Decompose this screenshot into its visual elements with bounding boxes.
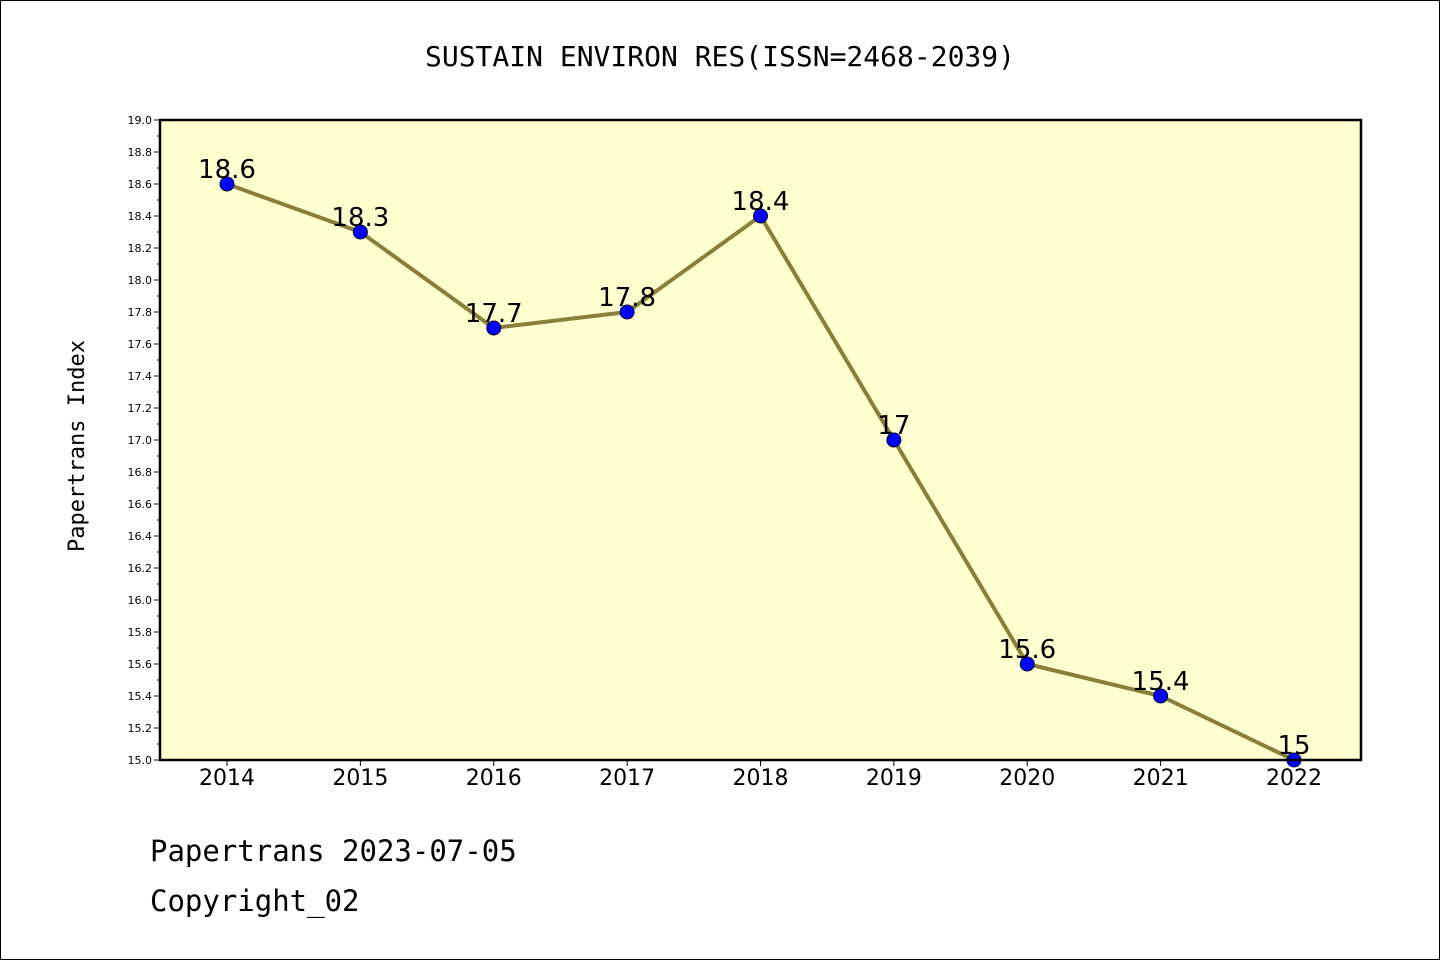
data-point <box>219 176 235 192</box>
data-point <box>886 432 902 448</box>
y-tick-label: 19.0 <box>128 114 153 127</box>
y-tick-label: 17.0 <box>128 434 153 447</box>
x-tick-label: 2021 <box>1133 766 1189 791</box>
data-point <box>753 208 768 224</box>
y-tick-label: 16.2 <box>128 562 153 575</box>
y-tick-label: 16.4 <box>128 530 153 543</box>
x-tick-label: 2016 <box>466 766 522 791</box>
data-label: 18.3 <box>331 203 389 233</box>
x-tick-label: 2018 <box>733 766 789 791</box>
data-label: 17.8 <box>598 283 656 313</box>
data-point <box>486 320 502 336</box>
data-label: 15.4 <box>1132 667 1190 697</box>
data-label: 15.6 <box>998 635 1056 665</box>
y-tick-label: 15.2 <box>128 722 153 735</box>
x-tick-label: 2022 <box>1266 766 1322 791</box>
chart-title: SUSTAIN ENVIRON RES(ISSN=2468-2039) <box>425 40 1015 73</box>
y-tick-label: 17.6 <box>128 338 153 351</box>
y-tick-label: 18.0 <box>128 274 153 287</box>
y-tick-label: 17.2 <box>128 402 153 415</box>
data-label: 17.7 <box>465 299 523 329</box>
y-tick-label: 18.8 <box>128 146 153 159</box>
y-tick-label: 16.6 <box>128 498 153 511</box>
y-tick-label: 16.8 <box>128 466 153 479</box>
data-point <box>619 304 635 320</box>
data-point <box>1019 656 1035 672</box>
data-point <box>1153 688 1169 704</box>
plot-area: 15.0 15.2 15.4 15.6 15.8 16.0 16.2 16.4 16.6 16.8… <box>128 114 1363 791</box>
y-tick-label: 17.4 <box>128 370 153 383</box>
y-tick-label: 15.4 <box>128 690 153 703</box>
y-tick-label: 18.6 <box>128 178 153 191</box>
data-label: 18.4 <box>732 187 790 217</box>
data-label: 15 <box>1277 731 1310 761</box>
x-tick-label: 2020 <box>999 766 1055 791</box>
data-point <box>352 224 368 240</box>
footer-copyright: Copyright_02 <box>150 884 360 918</box>
y-axis-label: Papertrans Index <box>65 340 90 552</box>
y-tick-label: 16.0 <box>128 594 153 607</box>
data-label: 18.6 <box>198 155 256 185</box>
x-tick-label: 2017 <box>599 766 655 791</box>
x-tick-label: 2014 <box>199 766 255 791</box>
y-tick-label: 15.6 <box>128 658 153 671</box>
x-tick-label: 2019 <box>866 766 922 791</box>
y-tick-label: 18.4 <box>128 210 153 223</box>
footer-date: Papertrans 2023-07-05 <box>150 834 517 868</box>
y-tick-label: 15.0 <box>128 754 153 767</box>
y-tick-label: 17.8 <box>128 306 153 319</box>
plot-border <box>158 118 1363 762</box>
y-tick-label: 15.8 <box>128 626 153 639</box>
y-tick-label: 18.2 <box>128 242 153 255</box>
x-tick-label: 2015 <box>332 766 388 791</box>
data-label: 17 <box>877 411 910 441</box>
